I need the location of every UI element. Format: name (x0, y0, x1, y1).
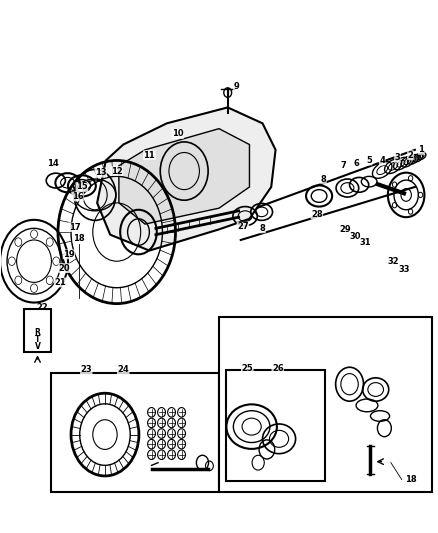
Text: 21: 21 (54, 278, 66, 287)
Text: 5: 5 (366, 156, 372, 165)
Text: 17: 17 (69, 223, 80, 232)
Text: 24: 24 (117, 366, 129, 374)
Text: 26: 26 (272, 364, 284, 373)
Text: 3: 3 (395, 154, 400, 163)
Text: 16: 16 (72, 192, 83, 201)
Text: 8: 8 (321, 174, 326, 183)
Text: 18: 18 (73, 234, 85, 243)
Text: 28: 28 (311, 210, 323, 219)
Text: 1: 1 (418, 146, 424, 155)
FancyBboxPatch shape (226, 370, 325, 481)
Text: 10: 10 (172, 130, 184, 139)
Text: 27: 27 (237, 222, 249, 231)
Text: 4: 4 (379, 156, 385, 165)
Text: 32: 32 (387, 257, 399, 265)
Text: 33: 33 (398, 265, 410, 273)
Text: 25: 25 (241, 364, 253, 373)
FancyBboxPatch shape (24, 309, 51, 352)
Text: 30: 30 (349, 232, 360, 241)
Text: 23: 23 (81, 366, 92, 374)
Text: 22: 22 (37, 303, 49, 312)
FancyBboxPatch shape (51, 373, 219, 492)
Polygon shape (97, 108, 276, 251)
Text: 20: 20 (59, 264, 71, 272)
Text: 19: 19 (63, 250, 74, 259)
Text: R: R (35, 328, 40, 337)
Text: V: V (35, 342, 40, 351)
Text: 9: 9 (233, 82, 239, 91)
Text: 18: 18 (405, 475, 416, 484)
Text: 31: 31 (359, 238, 371, 247)
Text: 12: 12 (111, 166, 123, 175)
FancyBboxPatch shape (219, 317, 432, 492)
Polygon shape (119, 128, 250, 224)
Text: 2: 2 (408, 151, 413, 160)
Text: 14: 14 (47, 159, 59, 167)
Text: 7: 7 (340, 161, 346, 170)
Text: 8: 8 (260, 224, 265, 233)
Text: 29: 29 (339, 225, 351, 234)
Text: T: T (35, 335, 40, 344)
Text: 15: 15 (76, 182, 88, 191)
Text: 6: 6 (353, 159, 359, 167)
Text: 11: 11 (144, 151, 155, 160)
Text: 13: 13 (95, 168, 106, 177)
